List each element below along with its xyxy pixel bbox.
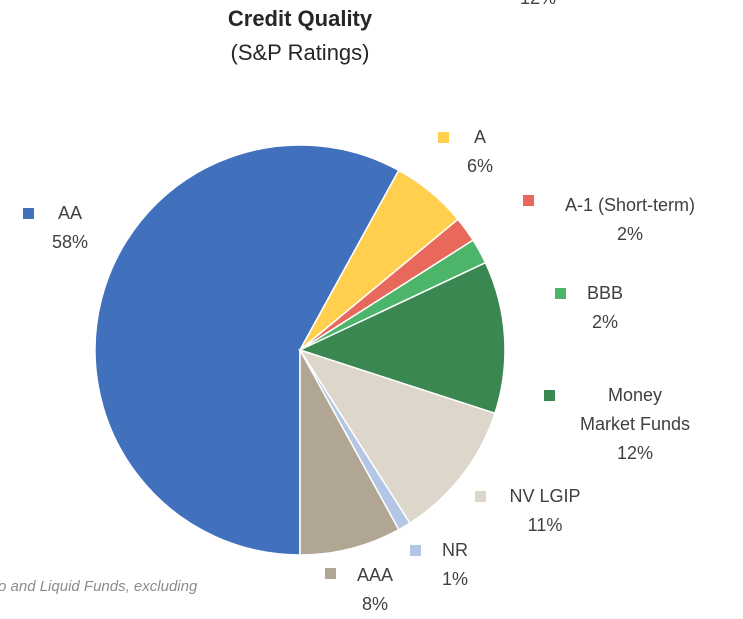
pie-slice <box>299 349 400 556</box>
legend-swatch <box>544 390 555 401</box>
pie-slice <box>94 144 400 556</box>
category-label: AA <box>57 203 82 223</box>
data-label: AA 58% <box>52 199 88 257</box>
category-label: A <box>473 127 487 147</box>
pie-slice <box>298 348 496 525</box>
legend-swatch <box>438 132 449 143</box>
value-label: 2% <box>616 224 643 244</box>
data-label: NV LGIP 11% <box>509 482 580 540</box>
legend-swatch <box>23 208 34 219</box>
legend-swatch <box>555 288 566 299</box>
value-label: 58% <box>51 232 89 252</box>
chart-title: Credit Quality <box>227 6 373 31</box>
category-label: Money Market Funds <box>579 385 691 434</box>
category-label: NR <box>441 540 468 560</box>
value-label: 1% <box>441 569 469 589</box>
category-label: NV LGIP <box>509 486 581 506</box>
value-label: 8% <box>361 594 388 614</box>
pie-slice <box>297 261 506 415</box>
value-label: 2% <box>591 312 618 332</box>
legend-swatch <box>325 568 336 579</box>
data-label: AAA 8% <box>357 561 393 619</box>
legend-swatch <box>410 545 421 556</box>
value-label: 11% <box>527 515 563 535</box>
category-label: BBB <box>586 283 624 303</box>
legend-swatch <box>523 195 534 206</box>
data-label: A-1 (Short-term) 2% <box>565 191 695 249</box>
data-label: BBB 2% <box>587 279 623 337</box>
footnote: o and Liquid Funds, excluding <box>0 578 198 595</box>
category-label: AAA <box>356 565 394 585</box>
annotation: 12% <box>520 0 556 9</box>
data-label: Money Market Funds 12% <box>579 381 692 468</box>
category-label: A-1 (Short-term) <box>564 195 696 215</box>
value-label: 12% <box>616 443 654 463</box>
data-label: A 6% <box>467 123 493 181</box>
chart-subtitle: (S&P Ratings) <box>230 40 370 65</box>
data-label: NR 1% <box>442 536 468 594</box>
value-label: 6% <box>466 156 494 176</box>
legend-swatch <box>475 491 486 502</box>
